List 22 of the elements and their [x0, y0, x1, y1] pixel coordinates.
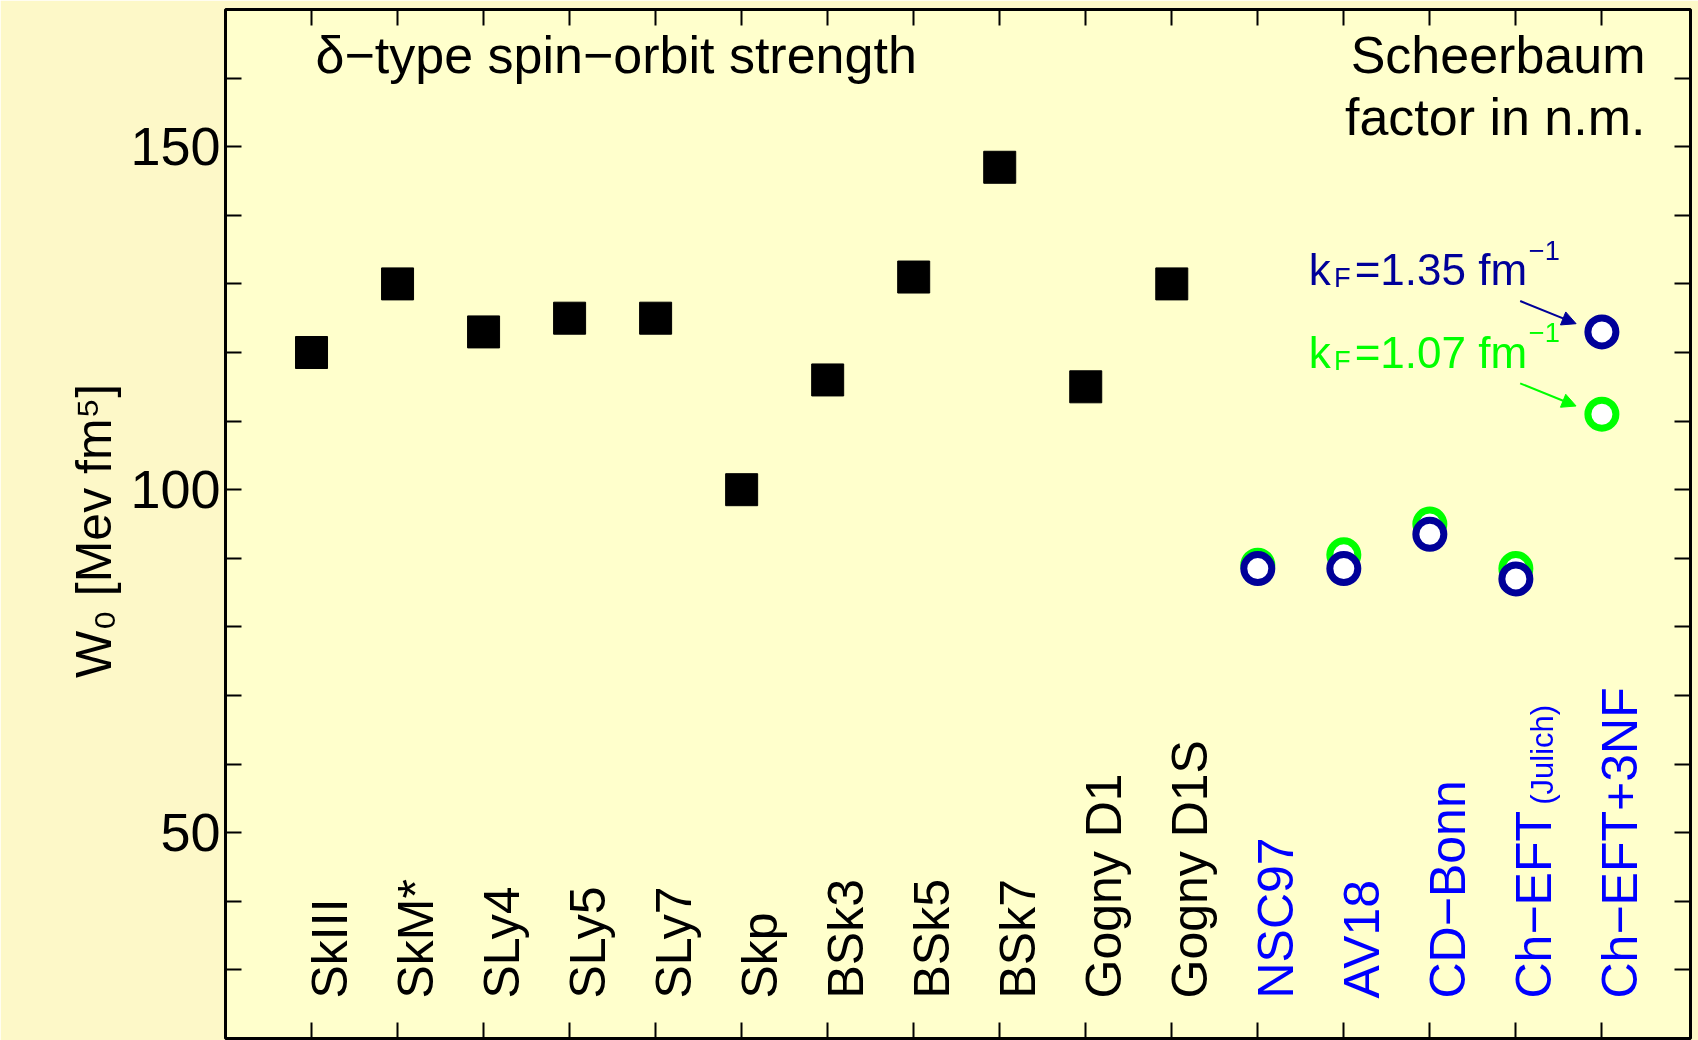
y-tick-label: 100 [130, 459, 221, 520]
x-tick-label: Ch−EFT+3NF [1591, 687, 1648, 999]
x-tick-label: SLy7 [645, 886, 702, 999]
chart-title: δ−type spin−orbit strength [315, 25, 917, 84]
y-tick-label: 50 [160, 802, 221, 863]
x-tick-label: BSk5 [903, 878, 960, 999]
x-tick-label: BSk3 [817, 878, 874, 999]
x-tick-label: SLy4 [473, 886, 530, 999]
x-tick-label: SLy5 [559, 886, 616, 999]
x-tick-label: SkM* [387, 879, 444, 999]
x-tick-label: Skp [731, 912, 788, 999]
annotation: Scheerbaum factor in n.m. [1344, 25, 1646, 146]
x-tick-label: CD−Bonn [1419, 780, 1476, 999]
x-tick-label: NSC97 [1247, 837, 1304, 999]
x-tick-label: Ch−EFT(Julich) [1505, 704, 1562, 999]
x-tick-label: SkIII [301, 898, 358, 999]
x-tick-label: Gogny D1 [1075, 773, 1132, 999]
x-tick-label: AV18 [1333, 879, 1390, 999]
y-tick-label: 150 [130, 116, 221, 177]
x-tick-label: BSk7 [989, 878, 1046, 999]
y-axis-title: W₀ [Mev fm⁵] [66, 383, 123, 679]
x-tick-label: Gogny D1S [1161, 740, 1218, 999]
